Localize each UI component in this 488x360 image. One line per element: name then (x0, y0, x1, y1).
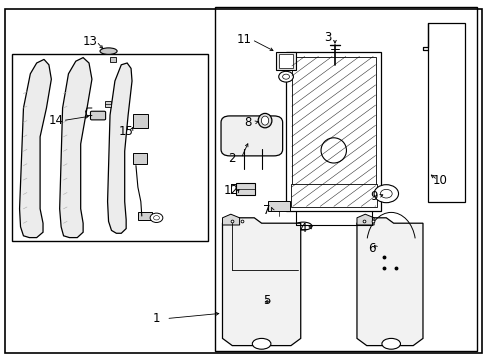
Circle shape (278, 71, 293, 82)
Bar (267, 201, 289, 211)
Text: 3: 3 (323, 31, 331, 44)
Bar (285, 52, 381, 211)
Text: 12: 12 (224, 184, 238, 197)
FancyBboxPatch shape (221, 116, 282, 156)
Text: 7: 7 (262, 204, 270, 217)
Bar (133, 114, 147, 128)
Polygon shape (356, 214, 373, 225)
Polygon shape (107, 63, 132, 233)
Text: 5: 5 (262, 294, 270, 307)
Ellipse shape (320, 138, 346, 163)
Text: 2: 2 (228, 152, 236, 165)
Bar (291, 57, 375, 206)
Bar (133, 153, 146, 164)
Polygon shape (222, 218, 300, 346)
Ellipse shape (100, 48, 117, 54)
Text: 8: 8 (244, 116, 252, 129)
Bar (235, 183, 255, 195)
Bar (276, 52, 295, 70)
Polygon shape (356, 218, 422, 346)
Bar (12, 54, 207, 241)
Text: 6: 6 (367, 242, 375, 255)
Text: 4: 4 (299, 222, 306, 235)
Ellipse shape (381, 338, 400, 349)
Bar (427, 23, 464, 202)
Ellipse shape (252, 338, 270, 349)
Text: 1: 1 (152, 312, 160, 325)
Bar (105, 101, 111, 107)
Text: 9: 9 (369, 190, 377, 203)
Ellipse shape (261, 116, 268, 125)
FancyBboxPatch shape (90, 111, 105, 120)
Polygon shape (20, 59, 51, 238)
Ellipse shape (258, 113, 271, 128)
Polygon shape (222, 214, 239, 225)
Text: 15: 15 (119, 125, 133, 138)
Text: 13: 13 (83, 35, 98, 48)
Circle shape (380, 189, 391, 198)
Bar (138, 212, 152, 220)
Ellipse shape (294, 222, 311, 230)
Circle shape (150, 213, 163, 222)
Text: 10: 10 (432, 174, 447, 186)
Circle shape (153, 216, 159, 220)
Polygon shape (60, 58, 92, 238)
Circle shape (282, 74, 289, 79)
Text: 11: 11 (237, 33, 251, 46)
Bar (215, 7, 476, 351)
Bar (290, 184, 376, 207)
Text: 14: 14 (49, 114, 63, 127)
Bar (110, 57, 116, 62)
Bar (278, 54, 293, 68)
Circle shape (373, 185, 398, 203)
